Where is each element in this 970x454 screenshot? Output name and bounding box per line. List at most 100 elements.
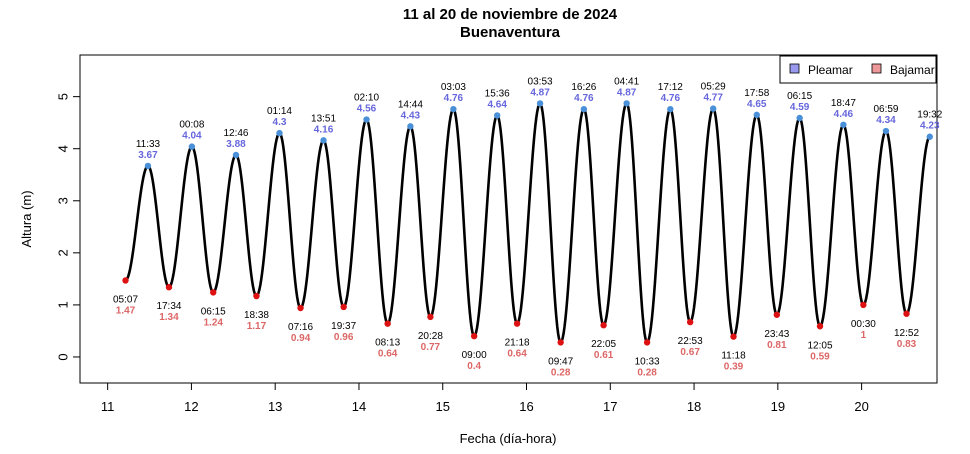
low-tide-time-label: 19:37 — [331, 321, 356, 332]
low-tide-point — [903, 310, 910, 317]
high-tide-time-label: 19:32 — [917, 110, 942, 121]
high-tide-time-label: 14:44 — [398, 99, 423, 110]
high-tide-height-label: 4.87 — [530, 87, 550, 98]
low-tide-time-label: 12:52 — [894, 328, 919, 339]
low-tide-time-label: 00:30 — [851, 319, 876, 330]
high-tide-time-label: 17:12 — [658, 82, 683, 93]
high-tide-point — [144, 162, 152, 170]
low-tide-height-label: 1.34 — [159, 312, 179, 323]
high-tide-point — [232, 151, 240, 159]
low-tide-point — [816, 323, 824, 330]
x-tick-label: 17 — [603, 399, 617, 414]
y-tick-label: 0 — [56, 353, 71, 360]
x-axis-label: Fecha (día-hora) — [460, 431, 557, 446]
low-tide-time-label: 08:13 — [375, 338, 400, 349]
high-tide-time-label: 03:03 — [441, 82, 466, 93]
high-tide-time-label: 18:47 — [831, 98, 856, 109]
low-tide-time-label: 23:43 — [764, 329, 789, 340]
low-tide-time-label: 10:33 — [635, 356, 660, 367]
high-tide-height-label: 3.88 — [226, 139, 246, 150]
high-tide-height-label: 4.87 — [617, 87, 637, 98]
high-tide-height-label: 4.76 — [661, 93, 681, 104]
low-tide-height-label: 0.83 — [897, 339, 917, 350]
high-tide-point — [450, 105, 457, 113]
low-tide-time-label: 09:47 — [548, 356, 573, 367]
high-tide-point — [840, 121, 847, 128]
low-tide-point — [643, 339, 651, 346]
high-tide-height-label: 4.3 — [273, 117, 287, 128]
low-tide-time-label: 17:34 — [156, 301, 181, 312]
high-tide-point — [276, 129, 283, 137]
high-tide-height-label: 4.56 — [357, 104, 377, 115]
low-tide-point — [557, 339, 564, 346]
low-tide-point — [427, 313, 434, 321]
high-tide-point — [926, 133, 933, 140]
high-tide-time-label: 03:53 — [528, 76, 553, 87]
high-tide-time-label: 17:58 — [744, 88, 769, 99]
low-tide-time-label: 21:18 — [505, 338, 530, 349]
high-tide-time-label: 01:14 — [267, 106, 292, 117]
x-tick-label: 18 — [687, 399, 701, 414]
high-tide-point — [796, 114, 803, 122]
high-tide-time-label: 04:41 — [614, 76, 639, 87]
low-tide-height-label: 1 — [861, 330, 867, 341]
low-tide-point — [340, 303, 347, 311]
chart-subtitle: Buenaventura — [460, 24, 561, 41]
x-tick-label: 12 — [184, 399, 198, 414]
high-tide-point — [580, 105, 588, 113]
high-tide-time-label: 11:33 — [136, 139, 161, 150]
high-tide-height-label: 4.59 — [790, 102, 810, 113]
y-tick-label: 4 — [56, 145, 71, 152]
low-tide-height-label: 0.64 — [507, 349, 527, 360]
low-tide-point — [122, 277, 129, 284]
high-tide-time-label: 15:36 — [485, 88, 510, 99]
high-tide-point — [623, 100, 630, 107]
high-tide-height-label: 4.65 — [747, 99, 767, 110]
high-tide-point — [320, 137, 327, 144]
high-tide-height-label: 4.04 — [182, 131, 202, 142]
y-tick-label: 2 — [56, 249, 71, 256]
high-tide-height-label: 4.76 — [444, 93, 464, 104]
low-tide-time-label: 09:00 — [462, 350, 487, 361]
low-tide-height-label: 0.4 — [467, 361, 481, 372]
high-tide-time-label: 06:59 — [873, 104, 898, 115]
high-tide-time-label: 16:26 — [571, 82, 596, 93]
high-tide-point — [407, 123, 414, 130]
high-tide-point — [753, 111, 760, 119]
low-tide-time-label: 20:28 — [418, 331, 443, 342]
low-tide-height-label: 0.64 — [378, 349, 398, 360]
low-tide-time-label: 07:16 — [288, 322, 313, 333]
high-tide-height-label: 4.43 — [401, 110, 421, 121]
legend-swatch-pleamar — [789, 63, 800, 74]
low-tide-time-label: 11:18 — [721, 351, 746, 362]
y-tick-label: 1 — [56, 301, 71, 308]
high-tide-point — [536, 100, 544, 107]
low-tide-point — [470, 332, 478, 340]
low-tide-height-label: 0.77 — [421, 342, 441, 353]
low-tide-point — [773, 311, 781, 318]
low-tide-point — [513, 320, 521, 327]
high-tide-height-label: 4.23 — [920, 121, 940, 132]
chart-title: 11 al 20 de noviembre de 2024 — [403, 6, 618, 23]
low-tide-height-label: 1.24 — [203, 317, 223, 328]
low-tide-time-label: 22:05 — [591, 339, 616, 350]
low-tide-time-label: 18:38 — [244, 310, 269, 321]
high-tide-time-label: 02:10 — [354, 93, 379, 104]
y-tick-label: 3 — [56, 197, 71, 204]
high-tide-time-label: 06:15 — [787, 91, 812, 102]
low-tide-point — [686, 318, 694, 326]
high-tide-height-label: 4.16 — [314, 124, 334, 135]
legend-label-bajamar: Bajamar — [890, 63, 935, 77]
high-tide-point — [363, 116, 370, 123]
high-tide-time-label: 13:51 — [311, 113, 336, 124]
high-tide-time-label: 05:29 — [701, 82, 726, 93]
low-tide-height-label: 0.59 — [810, 351, 830, 362]
low-tide-height-label: 0.67 — [680, 347, 700, 358]
low-tide-height-label: 0.81 — [767, 340, 787, 351]
x-tick-label: 16 — [519, 399, 533, 414]
x-tick-label: 14 — [352, 399, 366, 414]
high-tide-point — [709, 105, 717, 112]
high-tide-height-label: 3.67 — [138, 150, 158, 161]
low-tide-point — [253, 292, 260, 300]
